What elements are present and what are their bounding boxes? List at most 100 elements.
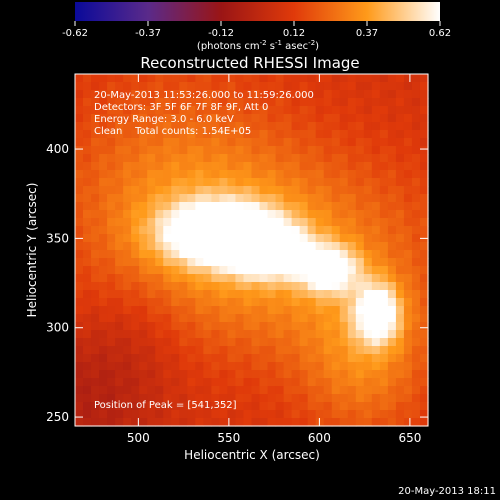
heatmap-cell (387, 178, 397, 187)
heatmap-cell (155, 162, 164, 171)
heatmap-cell (283, 146, 293, 155)
heatmap-cell (147, 154, 156, 163)
heatmap-cell (371, 138, 381, 147)
heatmap-cell (155, 146, 164, 155)
heatmap-cell (195, 306, 204, 315)
heatmap-cell (227, 258, 237, 267)
heatmap-cell (163, 410, 172, 419)
heatmap-cell (147, 202, 156, 211)
heatmap-cell (91, 274, 100, 283)
heatmap-cell (299, 274, 309, 283)
heatmap-cell (371, 218, 381, 227)
heatmap-cell (387, 162, 397, 171)
heatmap-cell (227, 242, 237, 251)
heatmap-cell (307, 322, 317, 331)
heatmap-cell (307, 178, 317, 187)
heatmap-cell (147, 122, 156, 131)
heatmap-cell (75, 146, 84, 155)
heatmap-cell (387, 362, 397, 371)
heatmap-cell (339, 82, 349, 91)
heatmap-cell (259, 226, 269, 235)
heatmap-cell (179, 234, 188, 243)
heatmap-cell (163, 154, 172, 163)
heatmap-cell (371, 98, 381, 107)
heatmap-cell (347, 154, 357, 163)
heatmap-cell (371, 210, 381, 219)
heatmap-cell (99, 194, 108, 203)
heatmap-cell (147, 330, 156, 339)
heatmap-cell (147, 162, 156, 171)
heatmap-cell (115, 402, 124, 411)
heatmap-cell (259, 154, 269, 163)
heatmap-cell (419, 194, 429, 203)
heatmap-cell (235, 98, 245, 107)
heatmap-cell (387, 282, 397, 291)
heatmap-cell (123, 218, 132, 227)
heatmap-cell (251, 338, 261, 347)
heatmap-cell (219, 82, 229, 91)
heatmap-cell (371, 242, 381, 251)
heatmap-cell (227, 402, 237, 411)
heatmap-cell (123, 378, 132, 387)
heatmap-cell (227, 122, 237, 131)
heatmap-cell (387, 306, 397, 315)
heatmap-cell (291, 186, 301, 195)
heatmap-cell (259, 114, 269, 123)
heatmap-cell (299, 250, 309, 259)
heatmap-cell (291, 82, 301, 91)
heatmap-cell (243, 418, 253, 427)
heatmap-cell (203, 346, 212, 355)
heatmap-cell (307, 402, 317, 411)
heatmap-cell (379, 298, 389, 307)
heatmap-cell (395, 418, 405, 427)
heatmap-cell (251, 386, 261, 395)
heatmap-cell (291, 130, 301, 139)
heatmap-cell (171, 378, 180, 387)
heatmap-cell (139, 282, 148, 291)
heatmap-cell (155, 410, 164, 419)
heatmap-cell (323, 122, 333, 131)
heatmap-cell (419, 106, 429, 115)
heatmap-cell (267, 162, 277, 171)
heatmap-cell (347, 298, 357, 307)
heatmap-cell (379, 202, 389, 211)
heatmap-cell (131, 258, 140, 267)
heatmap-cell (123, 410, 132, 419)
heatmap-cell (387, 90, 397, 99)
heatmap-cell (299, 114, 309, 123)
heatmap-cell (307, 114, 317, 123)
heatmap-cell (259, 314, 269, 323)
heatmap-cell (187, 250, 196, 259)
heatmap-cell (299, 178, 309, 187)
heatmap-cell (403, 410, 413, 419)
heatmap-cell (195, 258, 204, 267)
heatmap-cell (235, 82, 245, 91)
heatmap-cell (403, 242, 413, 251)
heatmap-cell (331, 74, 341, 83)
heatmap-cell (179, 170, 188, 179)
heatmap-cell (243, 250, 253, 259)
heatmap-cell (419, 418, 429, 427)
heatmap-cell (355, 330, 365, 339)
heatmap-cell (267, 74, 277, 83)
heatmap-cell (315, 98, 325, 107)
heatmap-cell (91, 386, 100, 395)
heatmap-cell (251, 218, 261, 227)
y-tick-label: 250 (46, 410, 69, 424)
heatmap-cell (315, 122, 325, 131)
heatmap-cell (331, 178, 341, 187)
heatmap-cell (83, 346, 92, 355)
heatmap-cell (211, 258, 221, 267)
heatmap-cell (403, 250, 413, 259)
heatmap-cell (179, 386, 188, 395)
heatmap-cell (75, 418, 84, 427)
heatmap-cell (283, 290, 293, 299)
heatmap-cell (187, 410, 196, 419)
heatmap-cell (179, 226, 188, 235)
heatmap-cell (419, 394, 429, 403)
heatmap-cell (83, 146, 92, 155)
heatmap-cell (75, 162, 84, 171)
heatmap-cell (379, 154, 389, 163)
heatmap-cell (323, 234, 333, 243)
heatmap-cell (219, 210, 229, 219)
